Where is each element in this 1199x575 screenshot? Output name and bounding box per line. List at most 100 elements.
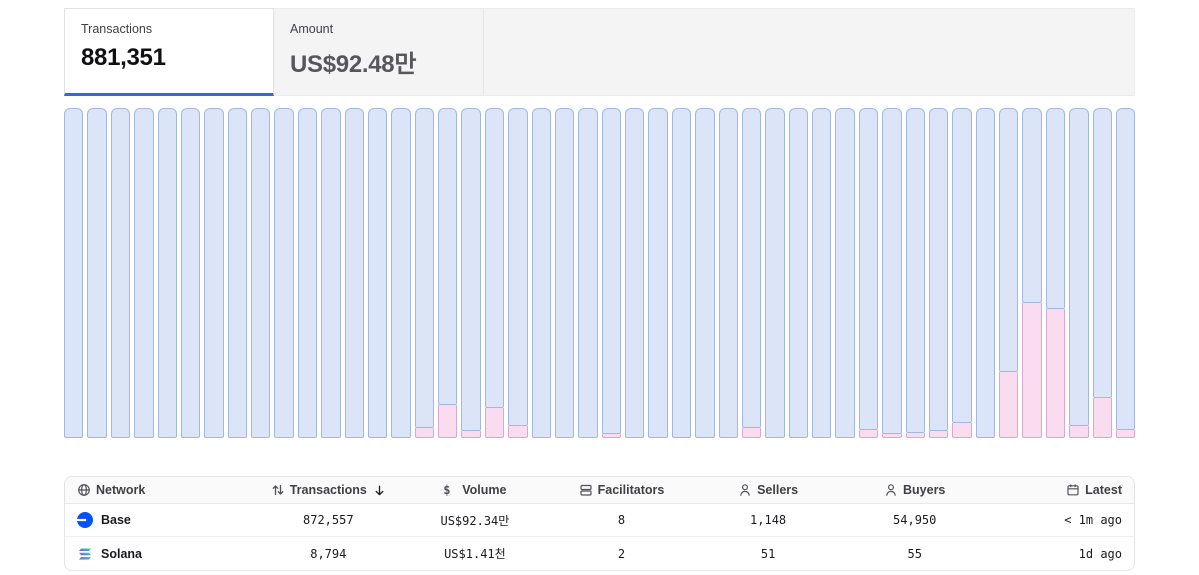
chart-bar[interactable] [554, 108, 575, 438]
chart-bar[interactable] [765, 108, 785, 438]
tab-transactions[interactable]: Transactions 881,351 [64, 8, 274, 96]
chart-bar[interactable] [1045, 108, 1066, 438]
chart-bar[interactable] [648, 108, 668, 438]
chart-bar[interactable] [882, 108, 902, 438]
chart-bar[interactable] [227, 108, 247, 438]
bar-segment-secondary [882, 434, 902, 438]
column-label: Buyers [903, 483, 946, 497]
volume-cell: US$1.41천 [444, 547, 506, 561]
chart-bar[interactable] [1115, 108, 1136, 438]
chart-bar[interactable] [999, 108, 1019, 438]
tab-value: US$92.48만 [290, 51, 417, 78]
chart-bar[interactable] [134, 108, 154, 438]
bar-segment-secondary [858, 429, 879, 438]
chart-bar[interactable] [461, 108, 481, 438]
bar-segment-primary [975, 108, 995, 438]
chart-bar[interactable] [928, 108, 949, 438]
chart-bar[interactable] [1022, 108, 1042, 438]
chart-bar[interactable] [695, 108, 715, 438]
chart-bar[interactable] [110, 108, 131, 438]
chart-bar[interactable] [414, 108, 434, 438]
column-label: Network [96, 483, 146, 497]
chart-bar[interactable] [484, 108, 505, 438]
chart-bar[interactable] [321, 108, 341, 438]
bar-segment-primary [134, 108, 154, 438]
column-header-volume[interactable]: $ Volume [402, 483, 549, 497]
tab-amount[interactable]: Amount US$92.48만 [274, 9, 484, 95]
solana-icon [77, 546, 93, 562]
chart-bar[interactable] [905, 108, 925, 438]
table-row[interactable]: Base 872,557 US$92.34만 8 1,148 54,950 < … [65, 504, 1134, 537]
column-header-transactions[interactable]: Transactions [255, 483, 402, 497]
chart-bar[interactable] [835, 108, 855, 438]
chart-bar[interactable] [625, 108, 645, 438]
bar-segment-primary [484, 108, 505, 409]
chart-bar[interactable] [438, 108, 458, 438]
bar-segment-primary [695, 108, 715, 438]
sellers-cell: 51 [760, 546, 776, 561]
chart-bar[interactable] [87, 108, 107, 438]
chart-bar[interactable] [952, 108, 972, 438]
chart-bar[interactable] [204, 108, 224, 438]
chart-bar[interactable] [531, 108, 551, 438]
calendar-icon [1066, 483, 1080, 497]
volume-cell: US$92.34만 [440, 513, 510, 528]
column-header-facilitators[interactable]: Facilitators [548, 483, 695, 497]
column-label: Facilitators [597, 483, 665, 497]
bar-segment-primary [227, 108, 247, 438]
bar-segment-secondary [461, 431, 481, 438]
table-row[interactable]: Solana 8,794 US$1.41천 2 51 55 1d ago [65, 537, 1134, 570]
chart-bar[interactable] [367, 108, 388, 438]
tab-value: 881,351 [81, 44, 166, 71]
chart-bar[interactable] [812, 108, 832, 438]
bar-segment-primary [765, 108, 785, 438]
bar-segment-primary [391, 108, 411, 438]
chart-bar[interactable] [251, 108, 271, 438]
bar-segment-primary [508, 108, 528, 427]
chart-bar[interactable] [1069, 108, 1089, 438]
bar-segment-primary [297, 108, 318, 438]
bar-segment-secondary [741, 428, 762, 438]
bar-segment-primary [344, 108, 364, 438]
chart-bar[interactable] [741, 108, 762, 438]
bar-segment-primary [928, 108, 949, 432]
latest-cell: 1d ago [1078, 546, 1122, 561]
chart-bar[interactable] [788, 108, 808, 438]
base-icon [77, 512, 93, 528]
bar-segment-primary [858, 108, 879, 430]
bar-segment-primary [110, 108, 131, 438]
bar-segment-secondary [928, 431, 949, 438]
chart-bar[interactable] [508, 108, 528, 438]
chart-bar[interactable] [858, 108, 879, 438]
column-label: Sellers [757, 483, 799, 497]
bar-segment-secondary [905, 433, 925, 438]
bar-segment-secondary [1092, 398, 1112, 438]
chart-bar[interactable] [671, 108, 692, 438]
chart-bar[interactable] [578, 108, 598, 438]
bar-segment-primary [648, 108, 668, 438]
table-header: Network Transactions $ Volume Facilitat [65, 477, 1134, 504]
chart-bar[interactable] [297, 108, 318, 438]
bar-segment-primary [1069, 108, 1089, 427]
chart-bar[interactable] [601, 108, 621, 438]
latest-cell: < 1m ago [1064, 513, 1122, 527]
chart-bar[interactable] [718, 108, 738, 438]
bar-segment-primary [671, 108, 692, 438]
chart-bar[interactable] [344, 108, 364, 438]
column-header-latest[interactable]: Latest [988, 483, 1134, 497]
chart-bar[interactable] [391, 108, 411, 438]
chart-bar[interactable] [975, 108, 995, 438]
column-header-buyers[interactable]: Buyers [841, 483, 988, 497]
chart-bar[interactable] [180, 108, 201, 438]
buyers-cell: 54,950 [893, 513, 937, 527]
bar-segment-primary [741, 108, 762, 429]
column-header-sellers[interactable]: Sellers [695, 483, 842, 497]
column-header-network[interactable]: Network [65, 483, 255, 497]
chart-bar[interactable] [157, 108, 177, 438]
bar-segment-secondary [438, 405, 458, 438]
chart-bar[interactable] [64, 108, 84, 438]
chart-bar[interactable] [1092, 108, 1112, 438]
chart-bar[interactable] [274, 108, 294, 438]
bar-segment-primary [461, 108, 481, 432]
bar-segment-primary [251, 108, 271, 438]
